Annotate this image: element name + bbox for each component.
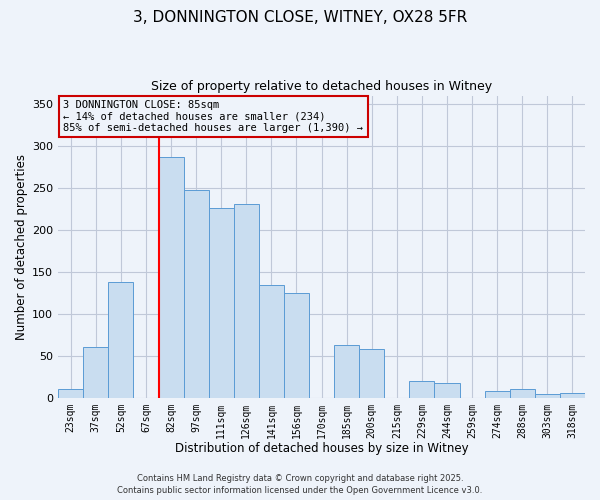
Bar xyxy=(209,208,234,398)
Bar xyxy=(184,190,209,398)
Bar xyxy=(259,285,284,398)
Bar xyxy=(83,348,109,398)
Bar xyxy=(434,384,460,398)
Bar xyxy=(535,394,560,398)
Text: Contains HM Land Registry data © Crown copyright and database right 2025.
Contai: Contains HM Land Registry data © Crown c… xyxy=(118,474,482,495)
Text: 3 DONNINGTON CLOSE: 85sqm
← 14% of detached houses are smaller (234)
85% of semi: 3 DONNINGTON CLOSE: 85sqm ← 14% of detac… xyxy=(64,100,364,134)
Bar xyxy=(158,157,184,398)
Bar xyxy=(510,390,535,398)
Bar xyxy=(359,349,384,398)
Title: Size of property relative to detached houses in Witney: Size of property relative to detached ho… xyxy=(151,80,492,93)
Bar xyxy=(485,391,510,398)
Bar xyxy=(560,392,585,398)
Bar xyxy=(58,390,83,398)
Bar xyxy=(334,345,359,398)
Text: 3, DONNINGTON CLOSE, WITNEY, OX28 5FR: 3, DONNINGTON CLOSE, WITNEY, OX28 5FR xyxy=(133,10,467,25)
Y-axis label: Number of detached properties: Number of detached properties xyxy=(15,154,28,340)
Bar xyxy=(284,293,309,398)
Bar xyxy=(234,204,259,398)
X-axis label: Distribution of detached houses by size in Witney: Distribution of detached houses by size … xyxy=(175,442,469,455)
Bar xyxy=(409,381,434,398)
Bar xyxy=(109,282,133,398)
